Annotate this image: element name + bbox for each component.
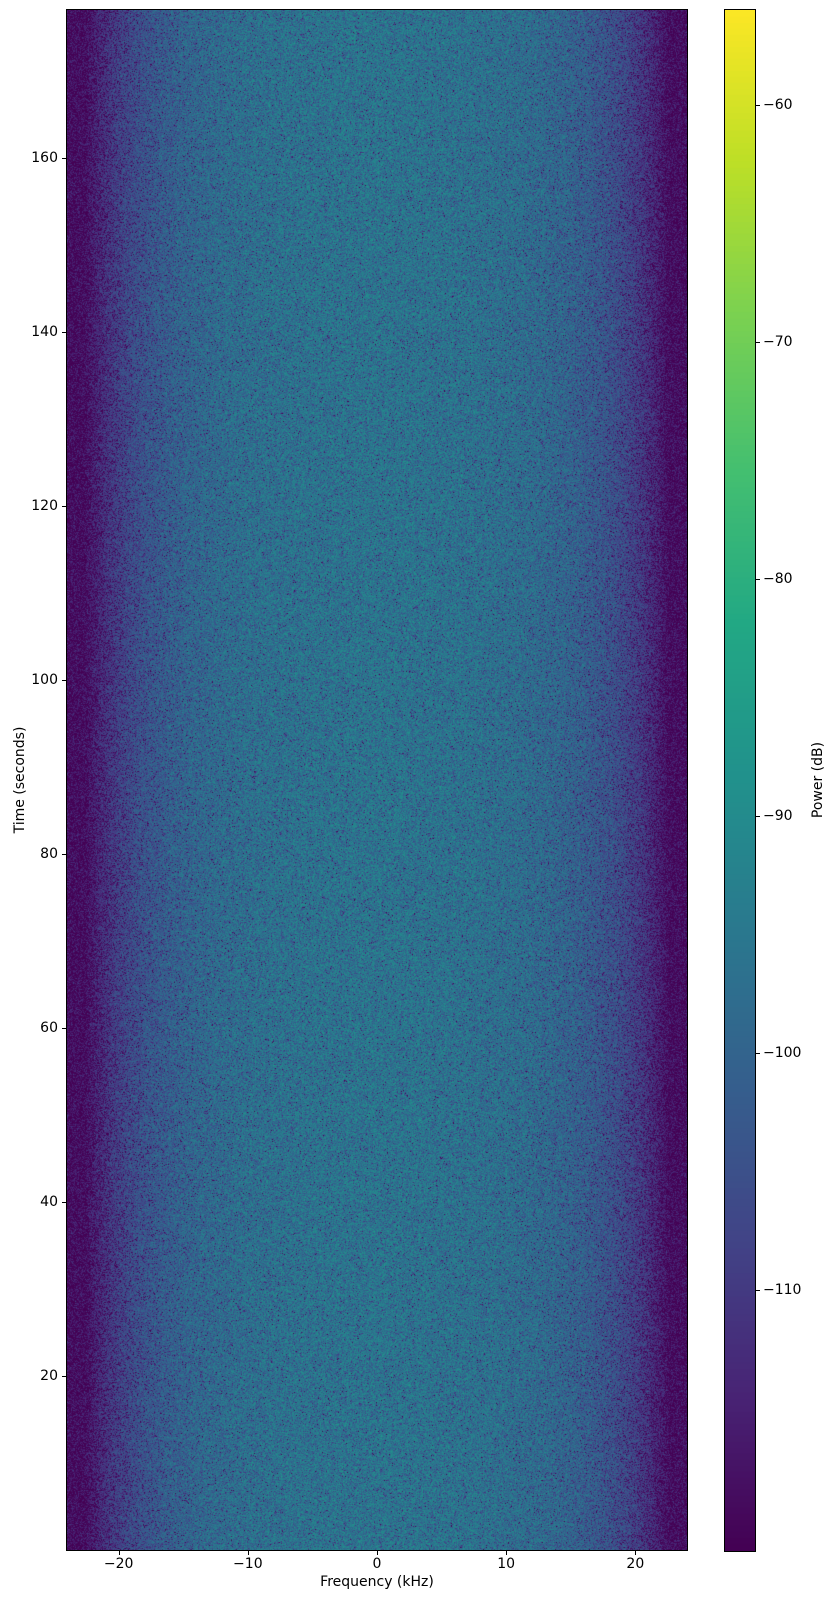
x-tick-mark	[377, 1551, 378, 1555]
colorbar-tick-label: −60	[763, 96, 793, 113]
spectrogram-axes	[66, 9, 688, 1551]
x-tick-label: 20	[626, 1556, 645, 1572]
x-tick-label: −10	[233, 1556, 263, 1572]
x-tick-mark	[247, 1551, 249, 1555]
y-tick-label: 20	[40, 1367, 58, 1384]
y-tick-mark	[62, 853, 66, 855]
y-tick-mark	[62, 331, 66, 333]
colorbar-tick-mark	[756, 341, 760, 343]
y-tick-label: 100	[31, 671, 58, 688]
x-tick-mark	[506, 1551, 508, 1555]
colorbar-tick-label: −110	[763, 1282, 802, 1299]
y-axis-label: Time (seconds)	[12, 726, 28, 834]
y-tick-label: 120	[31, 497, 58, 514]
x-tick-label: 10	[497, 1556, 516, 1572]
y-tick-mark	[62, 1027, 66, 1029]
y-tick-mark	[62, 157, 66, 159]
colorbar-tick-mark	[756, 104, 760, 106]
y-tick-label: 160	[31, 149, 58, 166]
colorbar-tick-label: −100	[763, 1045, 802, 1062]
y-tick-label: 80	[40, 845, 58, 862]
colorbar-label: Power (dB)	[810, 741, 826, 819]
y-tick-mark	[62, 679, 66, 681]
colorbar-tick-label: −70	[763, 333, 793, 350]
y-tick-label: 40	[40, 1193, 58, 1210]
colorbar	[724, 9, 756, 1552]
y-tick-label: 140	[31, 323, 58, 340]
x-tick-mark	[635, 1551, 637, 1555]
y-tick-mark	[62, 1201, 66, 1203]
spectrogram-image	[67, 10, 687, 1550]
x-tick-mark	[118, 1551, 120, 1555]
colorbar-tick-mark	[756, 1053, 760, 1055]
colorbar-gradient	[725, 10, 755, 1551]
x-axis-label: Frequency (kHz)	[320, 1574, 434, 1590]
colorbar-tick-label: −90	[763, 808, 793, 824]
y-tick-mark	[62, 505, 66, 507]
x-tick-label: −20	[103, 1556, 134, 1572]
colorbar-tick-label: −80	[763, 570, 793, 587]
colorbar-tick-mark	[756, 816, 760, 818]
y-tick-mark	[62, 1375, 66, 1377]
colorbar-tick-mark	[756, 578, 760, 580]
x-tick-label: 0	[372, 1556, 382, 1572]
colorbar-tick-mark	[756, 1290, 760, 1292]
y-tick-label: 60	[40, 1019, 58, 1036]
